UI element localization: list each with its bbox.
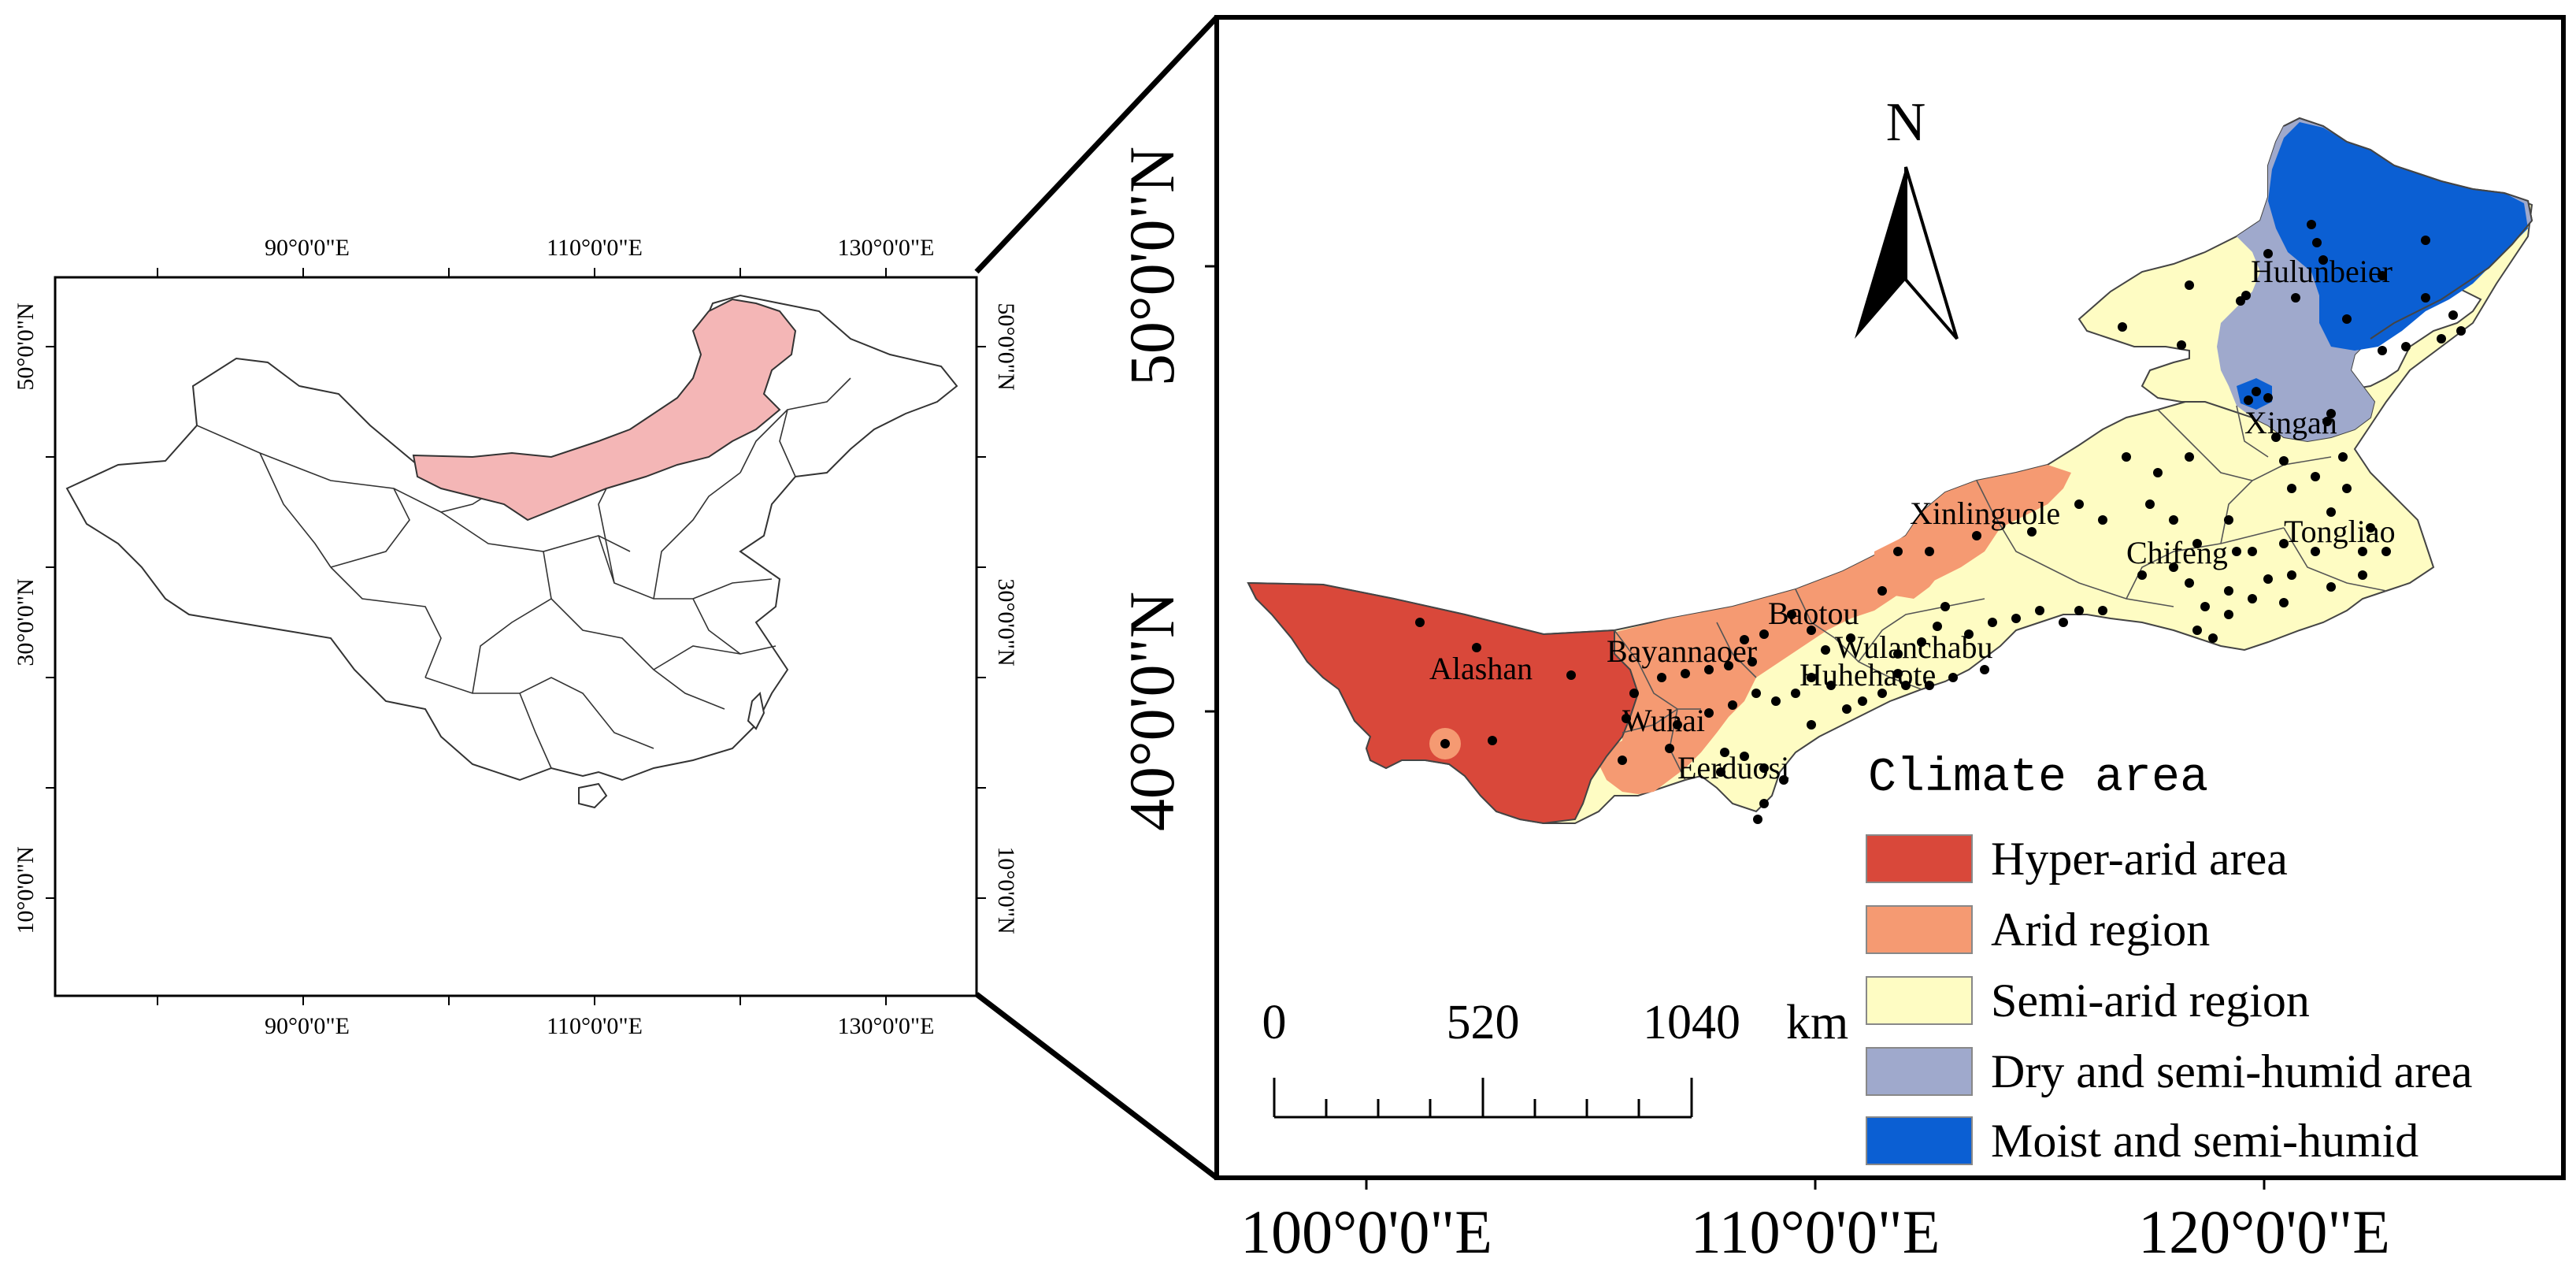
city-label-hulunbeier: Hulunbeier [2251, 254, 2393, 289]
zoom-connector-lines [974, 15, 1219, 1180]
overview-top-tick-130: 130°0'0"E [838, 235, 935, 261]
legend-title: Climate area [1868, 752, 2208, 805]
north-arrow-right-half [1904, 166, 1959, 340]
station-points [1415, 220, 2466, 824]
city-label-xinlinguole: Xinlinguole [1910, 496, 2060, 531]
legend-swatch-hyper-arid [1866, 834, 1973, 883]
overview-top-tick-110: 110°0'0"E [547, 235, 643, 261]
city-label-eerduosi: Eerduosi [1677, 750, 1789, 785]
scale-unit: km [1786, 996, 1848, 1049]
scale-bar-ticks [1273, 1078, 1693, 1119]
overview-map: 90°0'0"E 110°0'0"E 130°0'0"E 90°0'0"E 11… [13, 235, 1019, 1039]
north-arrow-left-half [1855, 167, 1906, 339]
city-label-xingan: Xingan [2244, 405, 2337, 440]
overview-bottom-tick-110: 110°0'0"E [547, 1013, 643, 1039]
legend-swatch-dry-semi-humid [1866, 1047, 1973, 1096]
hainan-island [578, 782, 608, 809]
legend: Climate area Hyper-arid area Arid region… [1866, 752, 2472, 1167]
inner-mongolia-highlight [412, 298, 797, 522]
arid-region-xinlinguole [1874, 465, 2071, 599]
legend-label-hyper-arid: Hyper-arid area [1991, 833, 2288, 885]
overview-top-tick-90: 90°0'0"E [265, 235, 350, 261]
detail-bottom-tick-120: 120°0'0"E [2138, 1197, 2390, 1266]
city-label-tongliao: Tongliao [2284, 514, 2396, 549]
legend-swatch-moist-semi-humid [1866, 1116, 1973, 1165]
scale-label-1040: 1040 [1643, 996, 1740, 1049]
overview-left-tick-50: 50°0'0"N [13, 303, 39, 390]
taiwan-island [747, 691, 765, 730]
hyper-arid-area [1247, 581, 1640, 825]
city-label-wulanchabu: Wulanchabu [1835, 629, 1993, 665]
moist-semi-humid-area [2268, 122, 2528, 351]
scale-label-0: 0 [1262, 996, 1287, 1049]
detail-tick-marks [1205, 265, 2266, 1190]
overview-bottom-tick-90: 90°0'0"E [265, 1013, 350, 1039]
city-label-alashan: Alashan [1429, 651, 1533, 686]
north-arrow-label: N [1886, 92, 1926, 153]
north-arrow: N [1855, 92, 1959, 340]
detail-left-tick-50: 50°0'0"N [1116, 147, 1188, 386]
legend-label-semi-arid: Semi-arid region [1991, 975, 2310, 1027]
detail-bottom-tick-110: 110°0'0"E [1691, 1197, 1940, 1266]
overview-tick-marks [46, 268, 986, 1005]
moist-overlay-outline [2283, 117, 2533, 340]
legend-swatch-semi-arid [1866, 976, 1973, 1025]
city-label-huhehaote: Huhehaote [1799, 657, 1936, 692]
detail-map: Hulunbeier Xingan Xinlinguole Tongliao C… [1116, 15, 2566, 1266]
city-label-wuhai: Wuhai [1622, 703, 1705, 738]
city-label-chifeng: Chifeng [2126, 535, 2228, 570]
scale-bar: 0 520 1040 km [1262, 996, 1848, 1119]
legend-swatch-arid [1866, 905, 1973, 954]
overview-left-tick-30: 30°0'0"N [13, 578, 39, 666]
overview-right-tick-50: 50°0'0"N [993, 303, 1019, 390]
detail-left-tick-40: 40°0'0"N [1116, 592, 1188, 831]
legend-label-dry-semi-humid: Dry and semi-humid area [1991, 1045, 2472, 1097]
legend-label-arid: Arid region [1991, 904, 2210, 956]
city-labels: Hulunbeier Xingan Xinlinguole Tongliao C… [1429, 254, 2396, 785]
city-label-baotou: Baotou [1768, 596, 1859, 631]
legend-label-moist-semi-humid: Moist and semi-humid [1991, 1115, 2418, 1167]
overview-right-tick-10: 10°0'0"N [993, 846, 1019, 934]
overview-right-tick-30: 30°0'0"N [993, 578, 1019, 666]
city-label-bayannaoer: Bayannaoer [1607, 633, 1757, 669]
scale-label-520: 520 [1447, 996, 1520, 1049]
overview-left-tick-10: 10°0'0"N [13, 846, 39, 934]
detail-bottom-tick-100: 100°0'0"E [1240, 1197, 1492, 1266]
overview-bottom-tick-130: 130°0'0"E [838, 1013, 935, 1039]
